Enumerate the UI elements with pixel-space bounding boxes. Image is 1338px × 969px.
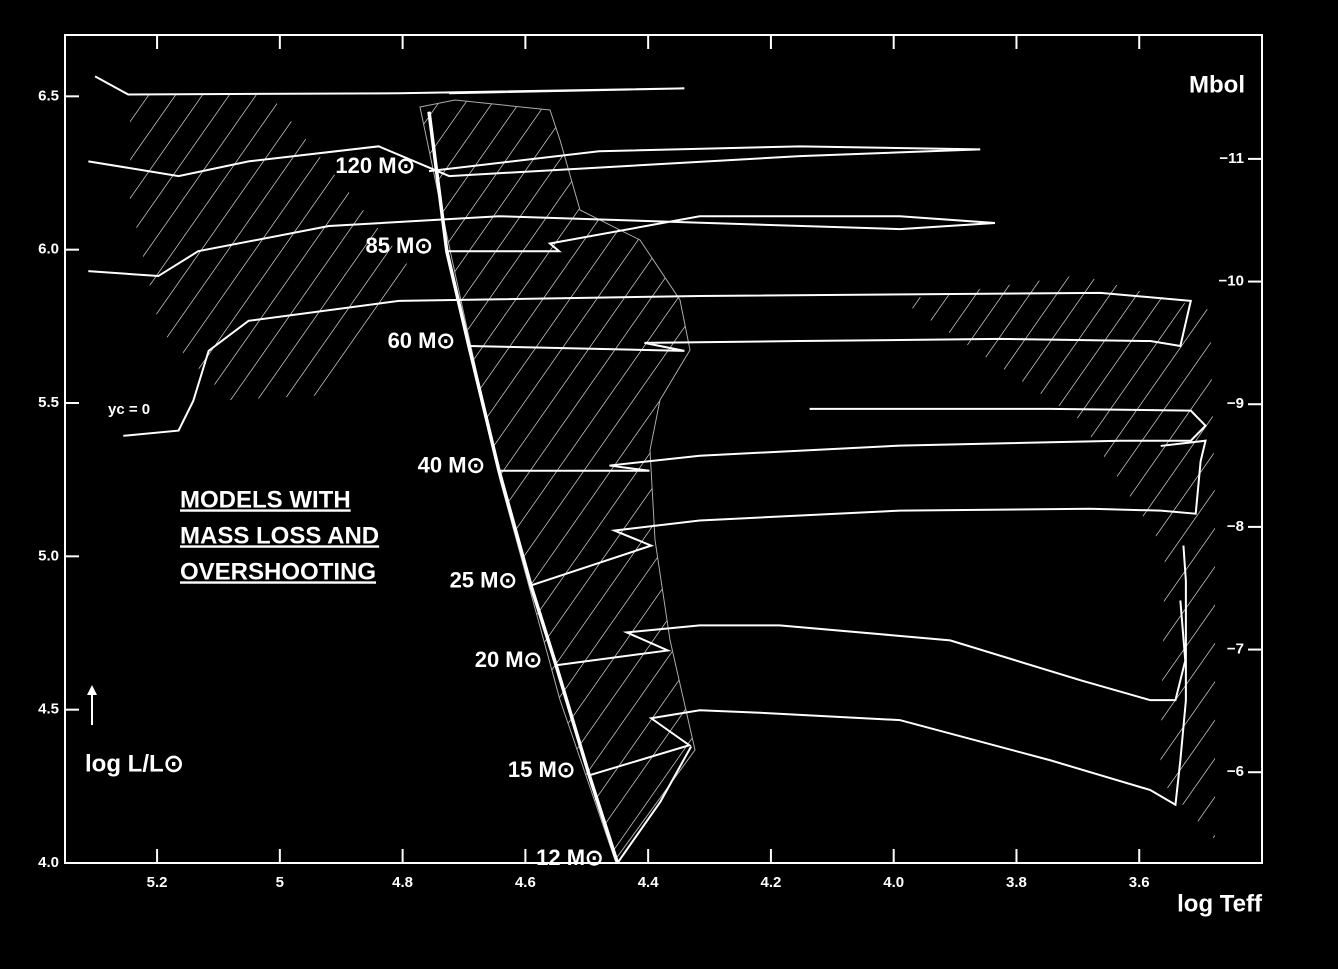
annotation: OVERSHOOTING [180,558,376,585]
x-tick-label: 4.8 [392,874,413,891]
arrowhead [87,685,97,695]
track-label: 40 M⊙ [418,453,485,478]
x-tick-label: 4.6 [515,874,536,891]
track [498,407,1207,472]
track [123,291,1193,437]
x-tick-label: 5.2 [147,874,168,891]
annotation: MASS LOSS AND [180,522,379,549]
y-axis-label: log L/L⊙ [85,750,184,777]
annotation: MODELS WITH [180,486,351,513]
y-tick-label: 5.5 [38,394,59,411]
track [588,545,1187,807]
hatched-region [419,99,696,862]
track [555,600,1187,702]
annotation: yc = 0 [108,401,150,418]
x-tick-label: 4.0 [883,874,904,891]
x-tick-label: 4.2 [760,874,781,891]
track-label: 60 M⊙ [388,328,455,353]
track [88,215,996,278]
y2-tick-label: −10 [1219,273,1244,290]
track-label: 15 M⊙ [508,757,575,782]
x-tick-label: 5 [276,874,284,891]
y2-tick-label: −8 [1227,518,1244,535]
track-label: 12 M⊙ [536,845,603,870]
y-tick-label: 4.0 [38,854,59,871]
x-tick-label: 3.8 [1006,874,1027,891]
y-tick-label: 5.0 [38,547,59,564]
plot-frame [64,34,1263,864]
hatched-region [900,275,1215,840]
track-label: 25 M⊙ [450,567,517,592]
x-axis-label: log Teff [1177,890,1263,917]
track-label: 20 M⊙ [475,647,542,672]
y2-tick-label: −11 [1219,150,1244,167]
y-tick-label: 6.5 [38,87,59,104]
track [616,745,692,864]
y2-tick-label: −7 [1227,641,1244,658]
x-tick-label: 3.6 [1129,874,1150,891]
y2-tick-label: −6 [1227,763,1244,780]
y2-tick-label: −9 [1227,395,1244,412]
track [530,439,1207,587]
track [88,75,981,178]
x-tick-label: 4.4 [638,874,660,891]
y-tick-label: 6.0 [38,241,59,258]
track-label: 120 M⊙ [335,153,415,178]
y-tick-label: 4.5 [38,701,59,718]
y2-axis-label: Mbol [1189,71,1245,98]
zams-line [427,111,620,864]
track-label: 85 M⊙ [365,233,432,258]
